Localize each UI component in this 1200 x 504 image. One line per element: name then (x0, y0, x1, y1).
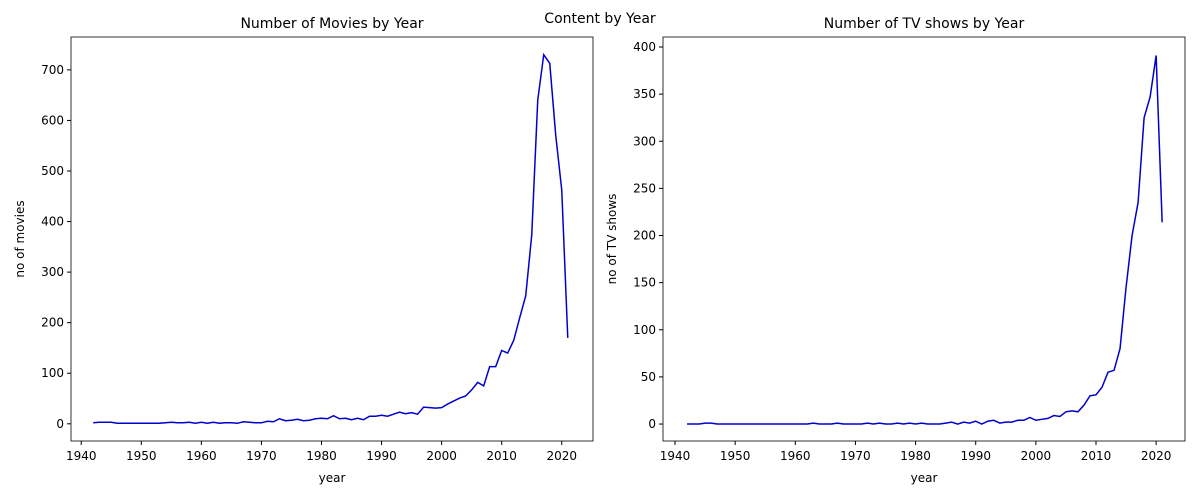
x-tick-label: 1960 (186, 449, 217, 463)
y-tick-label: 500 (41, 164, 64, 178)
x-axis-label: year (319, 471, 346, 485)
y-tick-label: 600 (41, 113, 64, 127)
x-tick-label: 1960 (780, 449, 811, 463)
x-tick-label: 1970 (246, 449, 277, 463)
y-tick-label: 400 (41, 215, 64, 229)
y-tick-label: 100 (633, 323, 656, 337)
y-axis-label: no of movies (13, 200, 27, 277)
y-tick-label: 400 (633, 40, 656, 54)
x-tick-label: 2010 (1081, 449, 1112, 463)
y-tick-label: 200 (41, 316, 64, 330)
x-tick-label: 1950 (720, 449, 751, 463)
x-tick-label: 1990 (366, 449, 397, 463)
y-tick-label: 300 (41, 265, 64, 279)
subplot-title: Number of Movies by Year (240, 16, 423, 32)
x-tick-label: 2010 (486, 449, 517, 463)
y-tick-label: 200 (633, 229, 656, 243)
y-tick-label: 150 (633, 276, 656, 290)
axes-frame (70, 36, 594, 442)
y-tick-label: 300 (633, 134, 656, 148)
y-tick-label: 0 (56, 417, 64, 431)
y-tick-label: 250 (633, 181, 656, 195)
data-line (687, 55, 1163, 425)
axes-frame (662, 36, 1186, 442)
x-tick-label: 2000 (426, 449, 457, 463)
x-tick-label: 2020 (1141, 449, 1172, 463)
y-tick-label: 350 (633, 87, 656, 101)
x-axis-label: year (911, 471, 938, 485)
x-tick-label: 1980 (900, 449, 931, 463)
data-line (93, 52, 569, 425)
figure-title: Content by Year (544, 11, 656, 27)
y-tick-label: 100 (41, 366, 64, 380)
x-tick-label: 2020 (546, 449, 577, 463)
y-tick-label: 0 (648, 417, 656, 431)
x-tick-label: 1990 (960, 449, 991, 463)
y-tick-label: 700 (41, 63, 64, 77)
subplot-title: Number of TV shows by Year (824, 16, 1025, 32)
x-tick-label: 1970 (840, 449, 871, 463)
y-axis-label: no of TV shows (605, 194, 619, 285)
x-tick-label: 1940 (66, 449, 97, 463)
x-tick-label: 1950 (126, 449, 157, 463)
x-tick-label: 1940 (660, 449, 691, 463)
x-tick-label: 1980 (306, 449, 337, 463)
x-tick-label: 2000 (1021, 449, 1052, 463)
y-tick-label: 50 (641, 370, 656, 384)
